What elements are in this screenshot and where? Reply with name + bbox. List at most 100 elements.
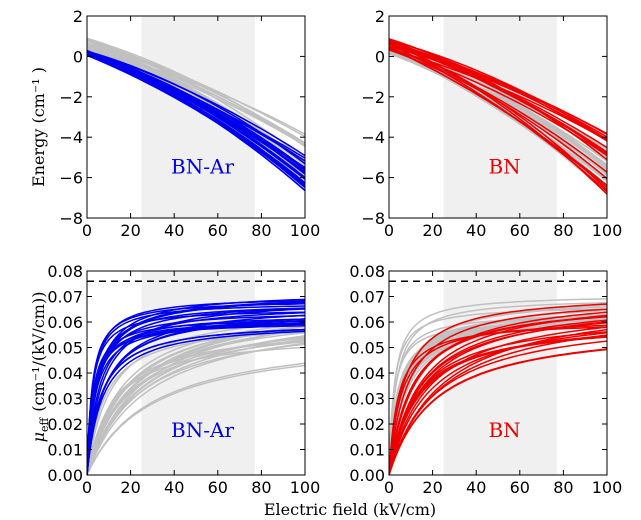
highlight-curve <box>87 52 305 187</box>
y-tick-label: 0.08 <box>47 262 83 281</box>
y-tick-label: −6 <box>361 169 385 188</box>
background-curve <box>87 331 305 475</box>
y-tick-label: 0.03 <box>349 390 385 409</box>
background-curve <box>87 331 305 475</box>
background-curve <box>87 45 305 146</box>
y-tick-label: 0.08 <box>349 262 385 281</box>
y-tick-label: −8 <box>59 209 83 228</box>
highlight-curve <box>87 307 305 475</box>
highlight-curve <box>87 325 305 475</box>
x-tick-label: 100 <box>290 221 321 240</box>
y-tick-label: −6 <box>59 169 83 188</box>
y-tick-label: 0.02 <box>47 415 83 434</box>
highlight-curve <box>389 326 607 475</box>
y-tick-label: 0.07 <box>349 288 385 307</box>
x-tick-label: 20 <box>422 478 442 497</box>
x-tick-label: 60 <box>510 221 530 240</box>
x-tick-label: 40 <box>466 221 486 240</box>
highlight-curve <box>389 334 607 475</box>
highlight-curve <box>389 322 607 475</box>
background-curve <box>389 313 607 475</box>
bottom-y-axis-label: μeff (cm⁻¹/(kV/cm)) <box>29 292 51 443</box>
highlight-curve <box>87 311 305 475</box>
y-tick-label: −4 <box>59 128 83 147</box>
x-tick-label: 0 <box>82 221 92 240</box>
top-y-axis-label: Energy (cm⁻¹ ) <box>29 67 48 187</box>
highlight-curve <box>389 41 607 154</box>
highlight-curve <box>87 330 305 475</box>
panel-bottom-left: 0 20 40 60 80 100 0.00 0.01 0.02 0.03 0.04 0.05 0.06… <box>47 262 320 497</box>
y-tick-label: 0.05 <box>47 339 83 358</box>
panel-label: BN-Ar <box>171 418 234 442</box>
y-tick-label: −2 <box>59 88 83 107</box>
axes-frame <box>388 15 608 219</box>
bottom-y-axis-label-units: (cm⁻¹/(kV/cm)) <box>29 292 48 412</box>
highlight-curve <box>87 299 305 475</box>
x-tick-label: 0 <box>82 478 92 497</box>
x-tick-label: 100 <box>290 478 321 497</box>
highlight-curve <box>389 316 607 475</box>
y-tick-label: 0.01 <box>47 441 83 460</box>
y-tick-label: 0.07 <box>47 288 83 307</box>
highlight-curve <box>87 52 305 170</box>
background-curve <box>87 323 305 475</box>
background-curve <box>87 362 305 475</box>
highlight-curve <box>389 48 607 157</box>
bottom-y-axis-label-subscript: eff <box>38 417 51 433</box>
highlight-curve <box>389 42 607 135</box>
y-tick-label: 0.00 <box>47 466 83 485</box>
plot-area <box>87 298 305 475</box>
y-tick-label: −2 <box>361 88 385 107</box>
bottom-y-axis-label-symbol: μ <box>29 432 48 442</box>
highlight-curve <box>87 307 305 475</box>
x-tick-label: 20 <box>120 221 140 240</box>
highlight-curve <box>389 49 607 180</box>
background-curve <box>389 302 607 475</box>
x-tick-label: 40 <box>164 221 184 240</box>
shaded-region <box>443 271 557 475</box>
highlight-curve <box>389 332 607 475</box>
highlight-curve <box>389 308 607 475</box>
x-tick-label: 40 <box>466 478 486 497</box>
x-tick-label: 80 <box>553 478 573 497</box>
y-tick-label: 0.01 <box>349 441 385 460</box>
y-tick-label: 0.02 <box>349 415 385 434</box>
x-tick-label: 60 <box>208 221 228 240</box>
panel-label: BN-Ar <box>171 155 234 179</box>
plot-area <box>389 38 607 195</box>
y-tick-label: 2 <box>375 7 385 26</box>
plot-area <box>87 37 305 192</box>
y-tick-label: 2 <box>73 7 83 26</box>
highlight-curve <box>87 53 305 169</box>
x-tick-label: 80 <box>251 478 271 497</box>
highlight-curve <box>389 48 607 141</box>
x-tick-label: 40 <box>164 478 184 497</box>
y-tick-label: −4 <box>361 128 385 147</box>
highlight-curve <box>87 328 305 475</box>
panel-top-right: 0 20 40 60 80 100 −8 −6 −4 −2 0 2 BN <box>361 7 622 240</box>
x-tick-label: 60 <box>510 478 530 497</box>
x-tick-label: 80 <box>553 221 573 240</box>
background-curve <box>87 39 305 146</box>
background-curve <box>87 338 305 475</box>
x-tick-label: 0 <box>384 221 394 240</box>
background-curve <box>389 309 607 475</box>
y-tick-label: 0.06 <box>349 313 385 332</box>
highlight-curve <box>389 39 607 140</box>
y-tick-label: 0.03 <box>47 390 83 409</box>
panel-label: BN <box>488 155 520 179</box>
x-axis-label: Electric field (kV/cm) <box>264 500 436 519</box>
background-curve <box>87 328 305 475</box>
background-curve <box>389 308 607 475</box>
highlight-curve <box>87 50 305 180</box>
y-tick-label: 0 <box>73 47 83 66</box>
highlight-curve <box>389 324 607 475</box>
x-tick-label: 100 <box>592 221 623 240</box>
y-tick-label: 0.00 <box>349 466 385 485</box>
y-tick-label: 0.06 <box>47 313 83 332</box>
plot-area <box>389 298 607 475</box>
y-tick-label: −8 <box>361 209 385 228</box>
axes-frame <box>86 15 306 219</box>
y-tick-label: 0 <box>375 47 385 66</box>
